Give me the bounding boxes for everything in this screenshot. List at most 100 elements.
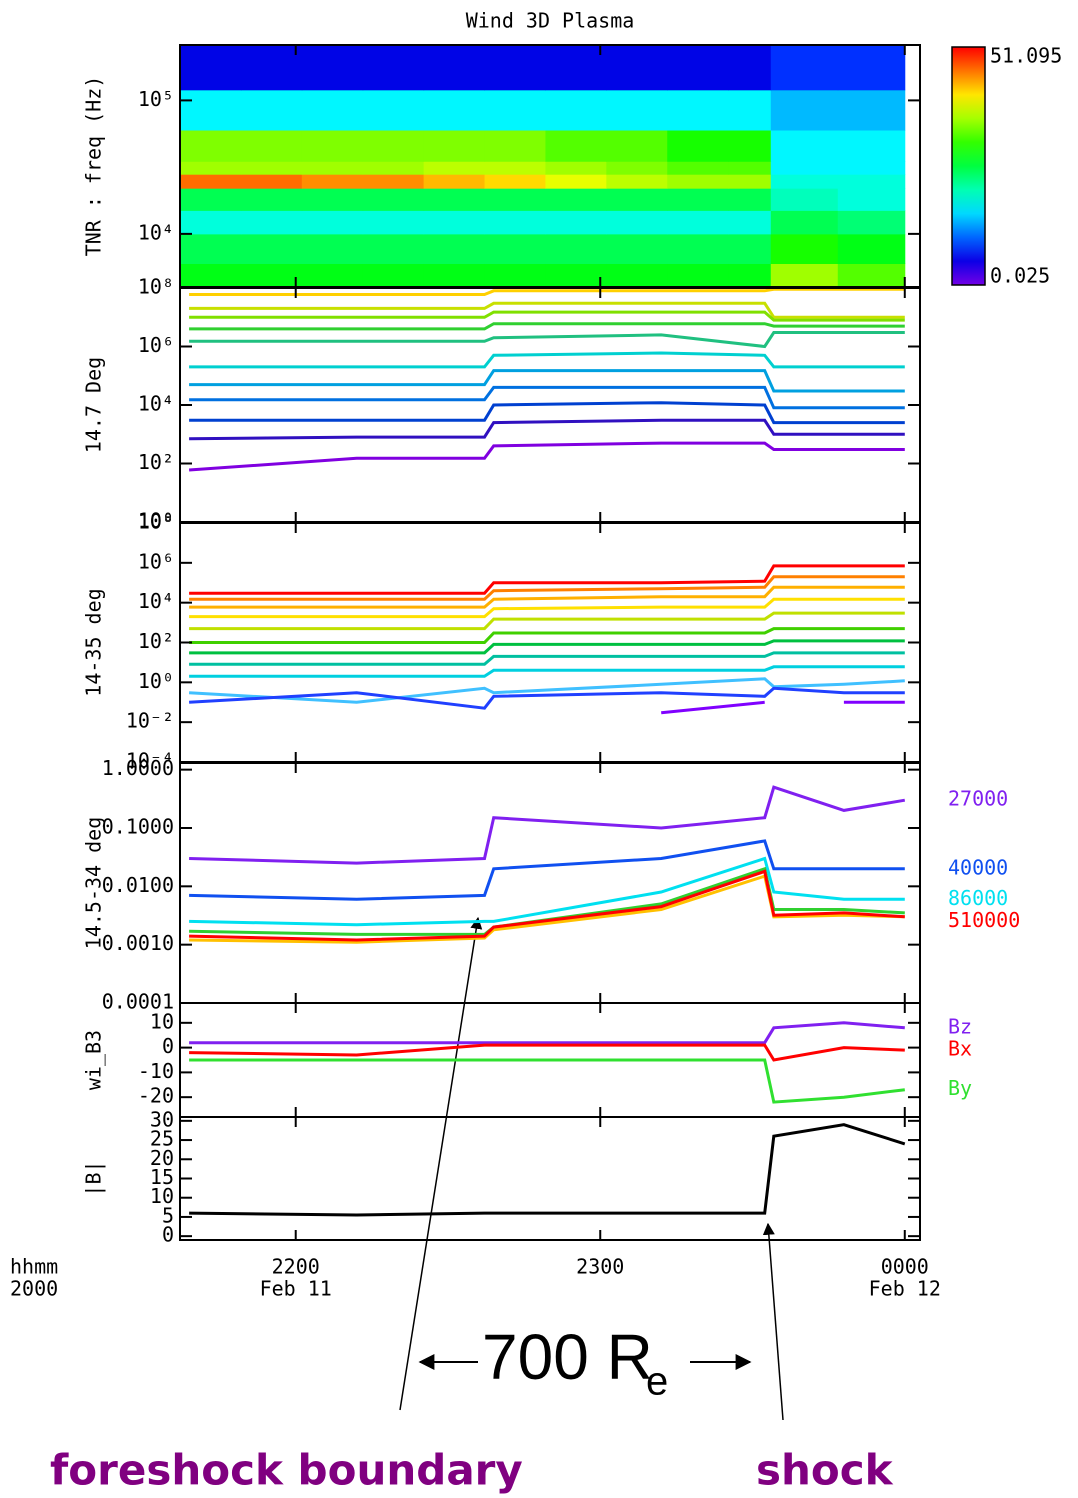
- spectrogram-cell: [606, 89, 668, 131]
- spectrogram-cell: [301, 233, 364, 264]
- series-line: [189, 869, 905, 942]
- spectrogram-cell: [606, 130, 668, 162]
- x-tick-label: 0000: [881, 1255, 929, 1279]
- spectrogram-cell: [423, 210, 486, 235]
- spectrogram-cell: [362, 233, 425, 264]
- y-tick-label: 10⁴: [138, 220, 174, 244]
- series-line: [189, 651, 905, 666]
- spectrogram-cell: [837, 210, 906, 235]
- spectrogram-cell: [606, 188, 668, 211]
- series-line: [189, 839, 905, 901]
- spectrogram-cell: [180, 130, 242, 162]
- spectrogram-cell: [728, 89, 772, 131]
- spectrogram-cell: [240, 161, 303, 175]
- spectrogram-cell: [423, 263, 486, 288]
- y-tick-label: 10⁸: [138, 275, 174, 299]
- series-line: [188, 441, 905, 472]
- series-line: [189, 287, 905, 296]
- spectrogram-cell: [301, 188, 364, 211]
- y-axis-label: |B|: [82, 1160, 106, 1196]
- spectrogram-cell: [667, 233, 729, 264]
- spectrogram-cell: [240, 263, 303, 288]
- y-axis-label: TNR : freq (Hz): [82, 76, 106, 257]
- colorbar-min-label: 0.025: [990, 264, 1050, 288]
- spectrogram-cell: [362, 210, 425, 235]
- series-line: [189, 310, 905, 322]
- y-axis-label: 14.5-34 deg: [82, 817, 106, 949]
- spectrogram-cell: [837, 233, 906, 264]
- distance-label: 700 R: [482, 1321, 653, 1393]
- y-tick-label: 0.0001: [102, 990, 174, 1014]
- spectrogram-cell: [301, 130, 364, 162]
- spectrogram-cell: [240, 174, 303, 189]
- series-line: [189, 385, 905, 410]
- spectrogram-cell: [770, 89, 839, 131]
- spectrogram-cell: [667, 174, 729, 189]
- spectrogram-cell: [180, 161, 242, 175]
- y-tick-label: 5: [162, 1203, 174, 1227]
- spectrogram-cell: [545, 45, 607, 91]
- spectrogram-cell: [667, 161, 729, 175]
- series-line: [189, 1043, 905, 1062]
- spectrogram-cell: [770, 130, 839, 162]
- legend-label: By: [948, 1076, 972, 1100]
- spectrogram-cell: [423, 161, 486, 175]
- spectrogram-cell: [301, 210, 364, 235]
- spectrogram-cell: [837, 89, 906, 131]
- series-line: [189, 686, 905, 710]
- spectrogram-cell: [770, 233, 839, 264]
- spectrogram-cell: [180, 188, 242, 211]
- series-line: [189, 1123, 906, 1217]
- spectrogram-cell: [728, 130, 772, 162]
- y-tick-label: 15: [150, 1165, 174, 1189]
- series-line: [189, 369, 905, 393]
- legend-label: Bx: [948, 1037, 972, 1061]
- spectrogram-cell: [484, 233, 546, 264]
- spectrogram-cell: [606, 45, 668, 91]
- spectrogram-cell: [423, 89, 486, 131]
- spectrogram-cell: [362, 174, 425, 189]
- spectrogram-cell: [545, 188, 607, 211]
- series-line: [189, 611, 905, 631]
- y-tick-label: 10: [150, 1184, 174, 1208]
- spectrogram-cell: [770, 161, 839, 175]
- spectrogram-cell: [423, 174, 486, 189]
- y-tick-label: 10⁵: [138, 87, 174, 111]
- series-line: [189, 785, 906, 865]
- spectrogram-cell: [837, 188, 906, 211]
- series-line: [189, 866, 905, 936]
- spectrogram-cell: [362, 130, 425, 162]
- spectrogram-cell: [240, 188, 303, 211]
- spectrogram-cell: [545, 210, 607, 235]
- spectrogram-cell: [240, 45, 303, 91]
- spectrogram-cell: [484, 45, 546, 91]
- y-tick-label: 10⁴: [138, 589, 174, 613]
- spectrogram-cell: [545, 263, 607, 288]
- spectrogram-cell: [667, 89, 729, 131]
- spectrogram-cell: [667, 188, 729, 211]
- y-tick-label: 10⁶: [138, 549, 174, 573]
- spectrogram-cell: [301, 263, 364, 288]
- spectrogram-cell: [728, 161, 772, 175]
- panel-frame: [179, 1116, 921, 1241]
- spectrogram-cell: [728, 174, 772, 189]
- series-line: [189, 1058, 905, 1104]
- spectrogram-cell: [362, 188, 425, 211]
- spectrogram-cell: [837, 130, 906, 162]
- shock-label: shock: [756, 1446, 894, 1495]
- spectrogram-cell: [770, 174, 839, 189]
- spectrogram-cell: [770, 45, 839, 91]
- series-line: [189, 418, 905, 441]
- spectrogram-cell: [362, 161, 425, 175]
- y-tick-label: 0: [162, 1223, 174, 1247]
- y-tick-label: 10⁻²: [126, 709, 174, 733]
- spectrogram-cell: [423, 233, 486, 264]
- legend-label: 86000: [948, 886, 1008, 910]
- spectrogram-cell: [728, 233, 772, 264]
- y-tick-label: -20: [138, 1084, 174, 1108]
- spectrogram-cell: [606, 263, 668, 288]
- series-line: [189, 874, 905, 944]
- y-tick-label: 10²: [138, 629, 174, 653]
- spectrogram-cell: [770, 188, 839, 211]
